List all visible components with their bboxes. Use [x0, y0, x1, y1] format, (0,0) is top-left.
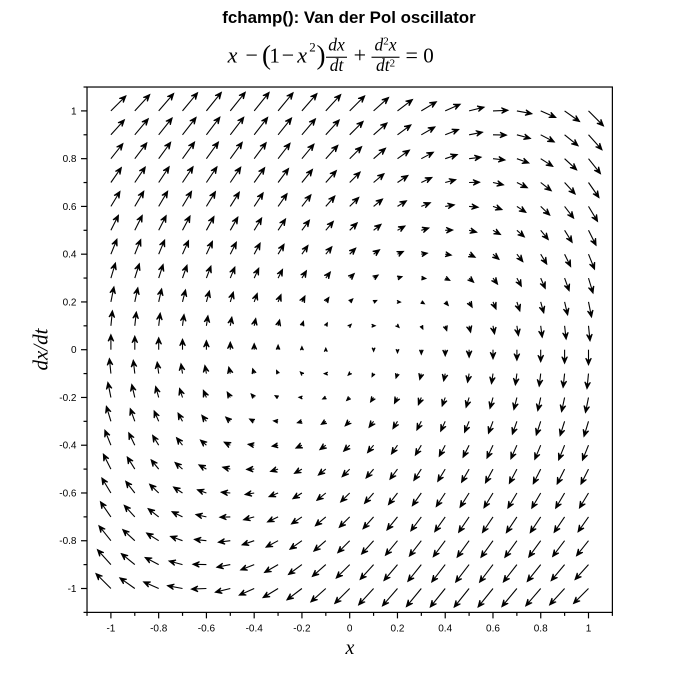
svg-text:-1: -1 — [68, 584, 77, 595]
svg-text:-0.2: -0.2 — [59, 393, 77, 404]
svg-text:0.2: 0.2 — [63, 297, 77, 308]
svg-text:−: − — [245, 43, 257, 68]
svg-text:0: 0 — [71, 345, 77, 356]
svg-text:x: x — [345, 637, 355, 659]
svg-text:=: = — [405, 43, 417, 68]
svg-text:x: x — [296, 43, 307, 68]
svg-text:1: 1 — [269, 44, 280, 68]
svg-text:-0.8: -0.8 — [150, 624, 168, 635]
svg-text:dx/dt: dx/dt — [29, 327, 53, 370]
svg-text:dt2: dt2 — [376, 55, 395, 75]
svg-text:-1: -1 — [106, 624, 115, 635]
svg-text:0.8: 0.8 — [534, 624, 548, 635]
svg-text:-0.6: -0.6 — [59, 489, 77, 500]
svg-text:0: 0 — [423, 44, 434, 68]
svg-text:0: 0 — [347, 624, 353, 635]
svg-text:fchamp(): Van der Pol oscillat: fchamp(): Van der Pol oscillator — [222, 8, 476, 27]
svg-text:x: x — [227, 43, 238, 68]
svg-text:0.6: 0.6 — [63, 202, 77, 213]
svg-text:0.6: 0.6 — [486, 624, 500, 635]
svg-text:0.4: 0.4 — [438, 624, 452, 635]
svg-text:-0.4: -0.4 — [59, 441, 77, 452]
svg-text:-0.8: -0.8 — [59, 536, 77, 547]
svg-text:+: + — [354, 43, 366, 68]
svg-text:): ) — [317, 40, 326, 70]
svg-text:dt: dt — [330, 55, 345, 75]
svg-text:1: 1 — [586, 624, 592, 635]
svg-text:d2x: d2x — [374, 34, 396, 54]
svg-text:-0.2: -0.2 — [293, 624, 311, 635]
svg-text:−: − — [282, 43, 294, 68]
svg-text:0.4: 0.4 — [63, 250, 77, 261]
svg-text:(: ( — [262, 40, 271, 70]
svg-text:-0.4: -0.4 — [246, 624, 264, 635]
svg-text:1: 1 — [71, 106, 77, 117]
svg-text:0.2: 0.2 — [391, 624, 405, 635]
svg-text:0.8: 0.8 — [63, 154, 77, 165]
svg-text:2: 2 — [309, 40, 316, 55]
svg-text:-0.6: -0.6 — [198, 624, 216, 635]
svg-text:dx: dx — [328, 34, 345, 54]
